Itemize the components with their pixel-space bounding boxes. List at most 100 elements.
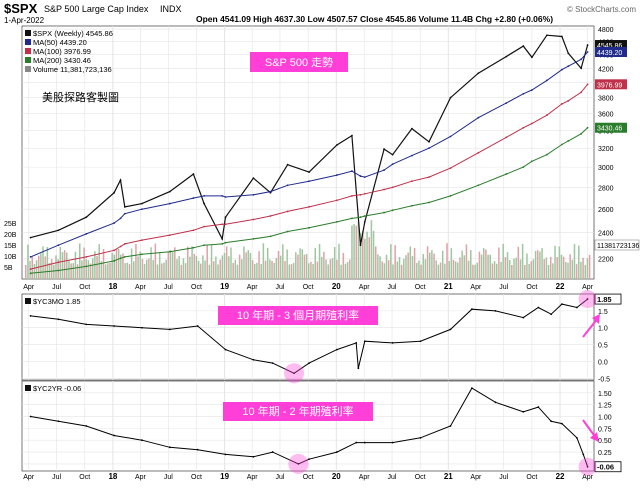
volume-bar: [331, 258, 334, 279]
last-value-tag-text: 4545.86: [597, 43, 622, 50]
volume-bar: [262, 243, 265, 279]
series-point: [470, 308, 473, 311]
volume-bar: [342, 252, 345, 279]
volume-bar: [158, 252, 161, 279]
series-point: [505, 173, 508, 175]
last-value-tag: [595, 122, 627, 133]
volume-bar: [120, 254, 122, 279]
volume-bar: [27, 244, 29, 279]
series-point: [221, 237, 224, 240]
volume-bar: [517, 246, 520, 279]
series-point: [560, 303, 563, 306]
series-point: [411, 127, 413, 130]
series-point: [196, 325, 199, 327]
series-point: [271, 362, 274, 365]
series-point: [308, 171, 310, 173]
volume-bar: [228, 256, 230, 279]
volume-bar: [387, 260, 390, 279]
volume-bar: [113, 254, 116, 279]
series-point: [123, 206, 126, 208]
x-tick-label: Jul: [388, 474, 397, 481]
y-tick-label: 1.5: [598, 309, 608, 316]
volume-bar: [122, 253, 124, 279]
volume-bar: [225, 246, 228, 279]
last-value-tag: [594, 293, 622, 305]
volume-bar: [530, 261, 533, 279]
series-point: [168, 446, 171, 449]
series-point: [113, 325, 116, 327]
volume-bar: [314, 247, 316, 279]
y-tick-label: -0.5: [598, 376, 610, 383]
series-point: [449, 195, 452, 197]
series-point: [123, 212, 126, 215]
series-point: [586, 51, 589, 53]
legend-entry: MA(50) 4439.20: [33, 38, 87, 47]
series-point: [221, 243, 224, 245]
y-tick-label: 4200: [598, 66, 614, 73]
volume-bar: [264, 260, 267, 279]
volume-bar: [416, 262, 418, 279]
volume-bar: [578, 245, 580, 279]
volume-bar: [245, 252, 247, 279]
x-tick-label: Jul: [499, 284, 508, 291]
volume-bar: [275, 257, 278, 279]
series-point: [252, 177, 255, 180]
y-tick-label: 0.50: [598, 438, 612, 445]
x-tick-label: Apr: [247, 284, 259, 291]
volume-bar: [403, 258, 405, 279]
volume-bar: [91, 258, 94, 279]
volume-bar: [204, 260, 206, 279]
volume-bar: [167, 251, 170, 279]
volume-bar: [256, 262, 258, 279]
volume-bar: [476, 262, 479, 279]
volume-bar: [506, 252, 509, 279]
volume-bar: [340, 264, 342, 279]
series-point: [269, 235, 272, 238]
volume-bar: [323, 251, 325, 279]
series-point: [57, 318, 60, 321]
last-value-tag-text: 3430.46: [597, 126, 622, 133]
volume-bar: [381, 261, 383, 279]
x-tick-label: 22: [556, 472, 565, 481]
volume-bar: [145, 259, 148, 279]
volume-bar: [325, 259, 327, 279]
series-point: [449, 167, 452, 170]
series-point: [550, 313, 553, 316]
volume-bar: [284, 260, 286, 279]
x-tick-label: Jul: [276, 284, 285, 291]
x-tick-label: Apr: [470, 284, 482, 291]
volume-bar: [545, 257, 548, 279]
volume-tick-label: 25B: [4, 221, 17, 228]
series-point: [477, 116, 480, 119]
volume-bar: [310, 261, 312, 279]
volume-bar: [66, 252, 68, 279]
volume-bar: [336, 259, 338, 279]
volume-bar: [560, 254, 563, 279]
series-point: [522, 45, 525, 47]
volume-bar: [482, 248, 485, 279]
volume-bar: [480, 254, 483, 279]
volume-bar: [422, 254, 425, 279]
volume-bar: [400, 264, 403, 279]
y-tick-label: 3600: [598, 112, 614, 119]
series-point: [141, 326, 143, 329]
x-tick-label: Oct: [191, 474, 202, 481]
volume-bar: [478, 251, 481, 279]
volume-tick-label: 15B: [4, 243, 17, 250]
volume-bar: [193, 253, 196, 279]
volume-bar: [508, 260, 511, 279]
x-tick-label: 20: [332, 472, 341, 481]
series-point: [168, 250, 171, 253]
series-point: [221, 195, 224, 197]
series-point: [586, 465, 589, 468]
volume-bar: [573, 244, 576, 279]
series-point: [419, 340, 422, 343]
series-point: [308, 362, 310, 365]
series-point: [355, 342, 358, 344]
series-point: [221, 223, 224, 226]
series-point: [383, 169, 385, 171]
volume-bar: [586, 258, 589, 279]
series-point: [411, 180, 413, 183]
volume-bar: [534, 250, 537, 279]
